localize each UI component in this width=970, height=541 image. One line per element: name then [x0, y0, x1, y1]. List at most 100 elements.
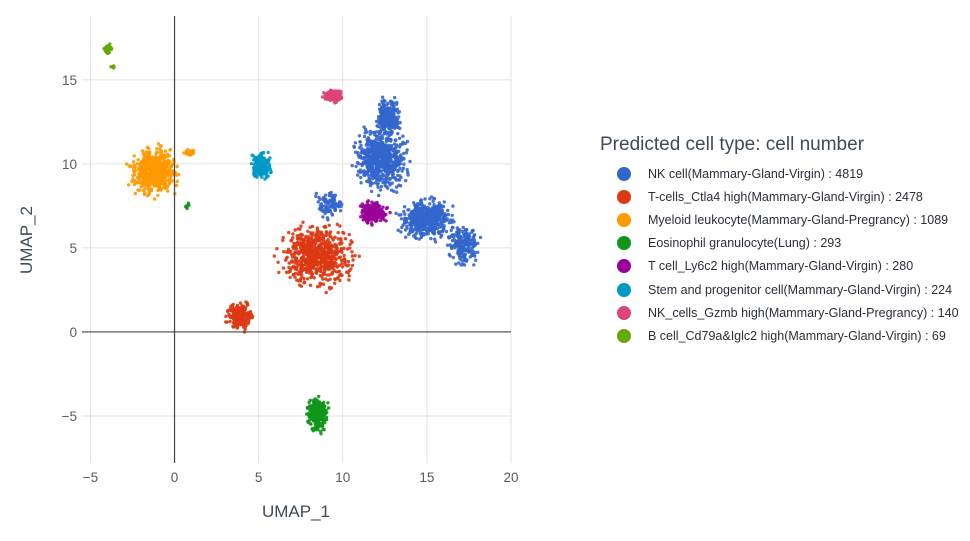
- data-point: [155, 150, 159, 154]
- data-point: [433, 240, 438, 244]
- data-point: [380, 134, 384, 138]
- data-point: [424, 232, 428, 236]
- data-point: [281, 238, 285, 243]
- data-point: [336, 269, 340, 274]
- data-point: [152, 171, 156, 176]
- data-point: [292, 252, 297, 257]
- legend-item-6[interactable]: NK_cells_Gzmb high(Mammary-Gland-Pregran…: [600, 301, 959, 324]
- legend-item-0[interactable]: NK cell(Mammary-Gland-Virgin) : 4819: [600, 162, 959, 185]
- data-point: [244, 320, 248, 324]
- data-point: [251, 154, 256, 158]
- data-point: [313, 253, 318, 258]
- data-point: [295, 237, 300, 241]
- legend-item-2[interactable]: Myeloid leukocyte(Mammary-Gland-Pregranc…: [600, 208, 959, 231]
- data-point: [320, 417, 324, 421]
- data-point: [163, 149, 168, 153]
- data-point: [288, 269, 292, 274]
- data-point: [333, 257, 338, 261]
- data-point: [423, 197, 427, 201]
- data-point: [364, 156, 368, 161]
- data-point: [240, 317, 244, 321]
- x-tick-label: 5: [255, 470, 263, 485]
- y-tick-label: 0: [69, 325, 77, 340]
- data-point: [458, 257, 462, 261]
- data-point: [431, 230, 435, 234]
- data-point: [417, 237, 421, 241]
- data-point: [406, 173, 410, 177]
- data-point: [369, 212, 374, 216]
- data-point: [394, 149, 399, 153]
- data-point: [307, 414, 312, 419]
- data-point: [333, 208, 338, 212]
- data-point: [339, 237, 343, 241]
- data-point: [391, 164, 395, 168]
- data-point: [134, 180, 139, 185]
- legend-item-3[interactable]: Eosinophil granulocyte(Lung) : 293: [600, 232, 959, 255]
- data-point: [313, 233, 317, 238]
- data-point: [317, 232, 321, 237]
- data-point: [358, 154, 363, 158]
- data-point: [384, 219, 388, 223]
- data-point: [464, 236, 468, 241]
- legend-item-1[interactable]: T-cells_Ctla4 high(Mammary-Gland-Virgin)…: [600, 185, 959, 208]
- data-point: [238, 301, 243, 305]
- data-point: [383, 109, 387, 113]
- data-point: [314, 428, 318, 432]
- data-point: [329, 258, 333, 263]
- legend-item-4[interactable]: T cell_Ly6c2 high(Mammary-Gland-Virgin) …: [600, 255, 959, 278]
- data-point: [377, 121, 381, 125]
- data-point: [295, 243, 299, 247]
- data-point: [385, 150, 390, 154]
- data-point: [152, 184, 157, 188]
- data-point: [339, 204, 343, 209]
- x-axis-title: UMAP_1: [262, 502, 330, 521]
- data-point: [338, 224, 342, 228]
- data-point: [137, 176, 142, 180]
- data-point: [374, 218, 378, 223]
- legend-item-5[interactable]: Stem and progenitor cell(Mammary-Gland-V…: [600, 278, 959, 301]
- data-point: [177, 172, 181, 177]
- data-point: [150, 171, 154, 175]
- data-point: [386, 111, 390, 116]
- legend-items: NK cell(Mammary-Gland-Virgin) : 4819 T-ce…: [600, 162, 959, 348]
- data-point: [320, 424, 324, 428]
- data-point: [166, 158, 170, 163]
- data-point: [441, 218, 445, 222]
- data-point: [310, 235, 314, 240]
- data-point: [379, 218, 383, 223]
- legend-swatch: [617, 189, 631, 204]
- data-point: [457, 261, 461, 265]
- data-point: [323, 267, 328, 271]
- data-point: [163, 186, 167, 190]
- data-point: [316, 247, 320, 251]
- data-point: [228, 319, 232, 324]
- data-point: [318, 203, 323, 208]
- data-point: [255, 166, 260, 171]
- data-point: [420, 213, 424, 217]
- data-point: [333, 205, 337, 209]
- data-point: [378, 154, 383, 158]
- data-point: [445, 243, 450, 247]
- data-point: [439, 235, 443, 239]
- data-point: [461, 244, 465, 248]
- data-point: [325, 201, 330, 205]
- data-point: [394, 163, 398, 168]
- data-point: [312, 241, 316, 245]
- data-point: [323, 97, 327, 101]
- data-point: [167, 182, 172, 186]
- data-point: [359, 175, 363, 180]
- data-point: [416, 215, 420, 219]
- data-point: [333, 281, 337, 285]
- data-point: [332, 244, 336, 249]
- legend-item-7[interactable]: B cell_Cd79a&Iglc2 high(Mammary-Gland-Vi…: [600, 324, 959, 347]
- data-point: [442, 200, 446, 204]
- data-point: [143, 164, 147, 168]
- data-point: [335, 246, 339, 250]
- data-point: [293, 250, 298, 254]
- data-point: [352, 144, 356, 149]
- data-point: [370, 166, 374, 171]
- data-point: [403, 212, 407, 216]
- data-point: [396, 173, 400, 178]
- data-point: [326, 96, 331, 100]
- data-point: [340, 265, 345, 269]
